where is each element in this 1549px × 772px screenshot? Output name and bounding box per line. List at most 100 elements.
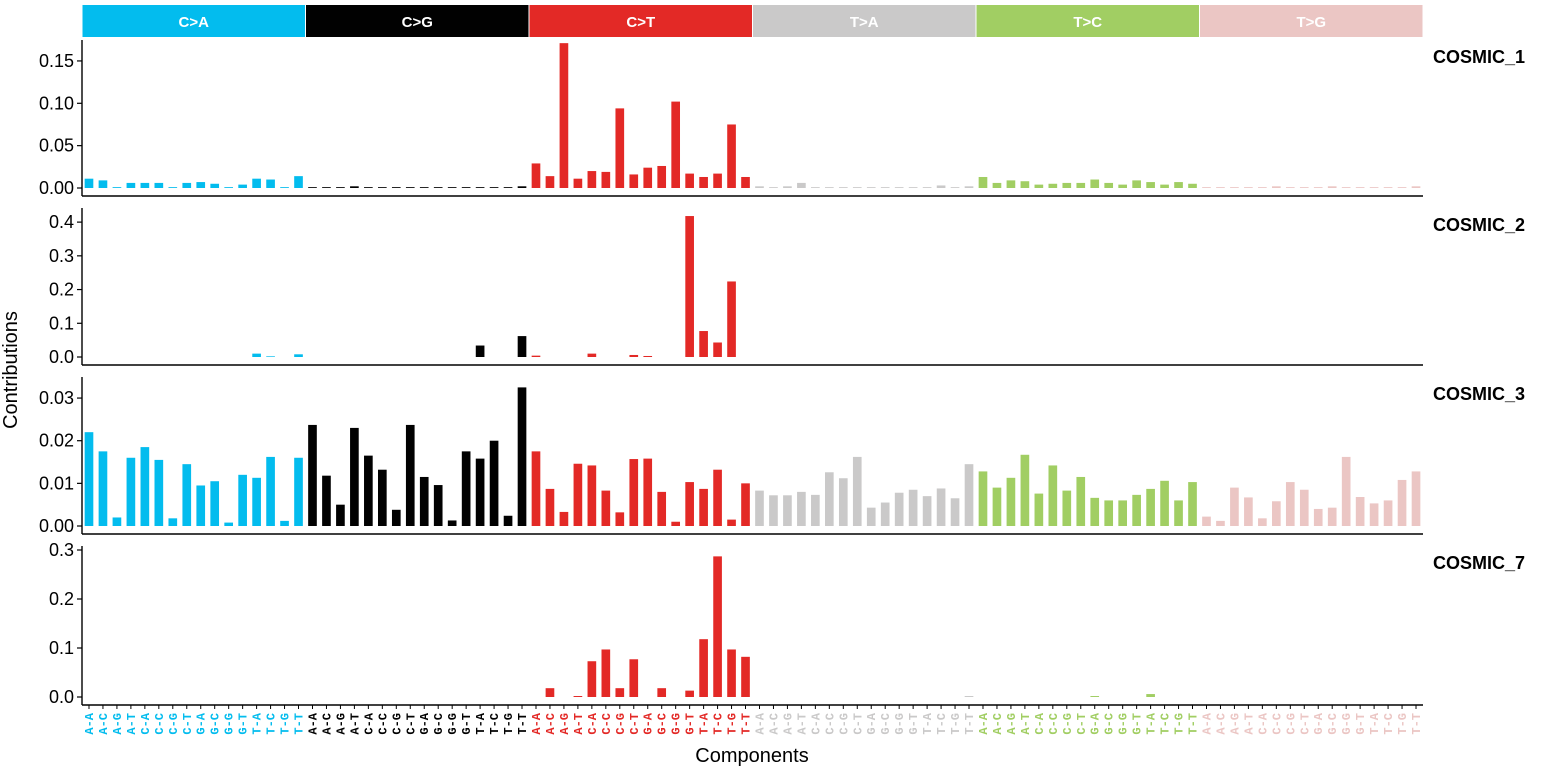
- bar: [503, 187, 513, 188]
- bar: [196, 485, 206, 526]
- x-tick-label: T-T: [293, 713, 307, 735]
- x-tick-label: A-T: [348, 713, 362, 735]
- bar: [657, 688, 667, 697]
- bar: [1244, 187, 1253, 188]
- y-tick-label: 0.2: [49, 589, 74, 609]
- x-tick-label: C-T: [181, 713, 195, 735]
- bar: [657, 165, 667, 188]
- y-tick-label: 0.02: [39, 431, 74, 451]
- bar: [266, 456, 275, 526]
- x-tick-label: G-C: [209, 713, 223, 735]
- bar: [992, 487, 1002, 526]
- bar: [727, 649, 736, 697]
- bar: [685, 482, 694, 526]
- x-tick-label: C-A: [586, 712, 600, 734]
- x-tick-label: C-C: [376, 713, 390, 735]
- facet-label: COSMIC_1: [1433, 47, 1525, 67]
- x-tick-label: G-T: [237, 713, 251, 735]
- bar: [713, 173, 722, 188]
- y-tick-label: 0.05: [39, 136, 74, 156]
- x-tick-label: G-G: [223, 713, 237, 735]
- bar: [294, 176, 303, 188]
- bar: [238, 474, 247, 526]
- bar: [168, 187, 178, 188]
- x-tick-label: G-C: [1103, 713, 1117, 735]
- strip-label: C>A: [179, 14, 210, 31]
- panel-COSMIC_1: 0.00 0.05 0.10 0.15 COSMIC_1: [39, 40, 1525, 198]
- bar: [727, 519, 736, 526]
- bar: [1216, 520, 1225, 526]
- strip-C>G: [306, 5, 529, 37]
- bar: [1299, 187, 1309, 188]
- bar: [1048, 465, 1058, 526]
- bar: [475, 458, 485, 526]
- x-tick-label: G-T: [460, 713, 474, 735]
- bar: [824, 472, 834, 526]
- bar: [699, 331, 708, 357]
- x-tick-label: G-G: [670, 713, 684, 735]
- bar: [601, 490, 611, 526]
- x-tick-label: T-A: [474, 712, 488, 734]
- bar: [391, 187, 401, 188]
- bar: [894, 187, 904, 188]
- x-tick-label: T-T: [740, 713, 754, 735]
- bar: [908, 187, 918, 188]
- bar: [1299, 489, 1309, 526]
- x-tick-label: T-G: [502, 713, 516, 735]
- strip-label: T>G: [1296, 14, 1326, 31]
- bar: [922, 187, 932, 188]
- bar: [629, 659, 639, 697]
- x-tick-label: G-A: [642, 712, 656, 734]
- bar: [1230, 487, 1239, 526]
- x-tick-label: G-A: [195, 712, 209, 734]
- bar: [755, 186, 764, 188]
- y-tick-label: 0.0: [49, 347, 74, 367]
- bar: [1090, 696, 1100, 697]
- bar: [266, 179, 275, 188]
- bar: [1355, 187, 1365, 188]
- bar: [1230, 187, 1239, 188]
- bar: [224, 522, 234, 526]
- x-tick-label: T-G: [726, 713, 740, 735]
- bar: [894, 492, 904, 526]
- x-tick-label: A-A: [530, 712, 544, 734]
- bar: [671, 101, 681, 188]
- bar: [336, 504, 345, 526]
- x-tick-label: T-A: [698, 712, 712, 734]
- bar: [629, 459, 639, 526]
- bar: [838, 187, 848, 188]
- bar: [1216, 187, 1225, 188]
- bar: [713, 469, 722, 526]
- x-tick-label: A-C: [991, 713, 1005, 735]
- bar: [308, 187, 317, 188]
- bar: [1174, 182, 1183, 188]
- bar: [1355, 497, 1365, 526]
- x-tick-label: A-T: [572, 713, 586, 735]
- x-tick-label: A-T: [1019, 713, 1033, 735]
- bar: [727, 281, 736, 357]
- panel-COSMIC_7: 0.0 0.1 0.2 0.3 COSMIC_7: [49, 540, 1525, 707]
- bar: [699, 176, 708, 188]
- bar: [1146, 694, 1155, 697]
- bar: [1202, 187, 1211, 188]
- bar: [1188, 482, 1197, 526]
- bar: [1327, 507, 1337, 526]
- bar: [182, 182, 192, 188]
- bar: [1076, 182, 1086, 188]
- x-tick-label: A-G: [111, 713, 125, 735]
- facet-label: COSMIC_2: [1433, 215, 1525, 235]
- bar: [475, 345, 485, 357]
- x-tick-label: A-G: [1005, 713, 1019, 735]
- bar: [280, 520, 289, 526]
- bar: [741, 483, 750, 526]
- bar: [405, 187, 415, 188]
- bar: [1090, 179, 1100, 188]
- bar: [489, 187, 499, 188]
- bar: [1048, 183, 1058, 188]
- bar: [266, 356, 275, 357]
- bar: [1104, 500, 1114, 526]
- x-tick-label: A-A: [83, 712, 97, 734]
- bar: [629, 174, 639, 188]
- bar: [1034, 184, 1044, 188]
- x-tick-label: C-G: [1061, 713, 1075, 735]
